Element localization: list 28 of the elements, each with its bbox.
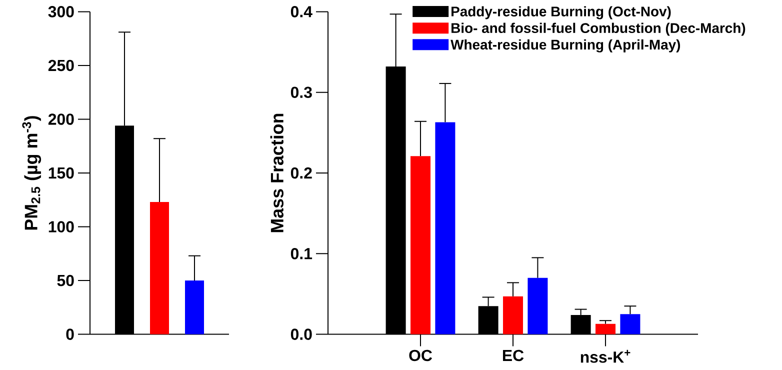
y-tick-label: 0.4 — [290, 6, 312, 18]
x-tick-label: OC — [409, 350, 432, 362]
bar — [528, 278, 548, 334]
legend-label: Wheat-residue Burning (April-May) — [450, 39, 680, 52]
bar — [620, 314, 640, 334]
y-tick-label: 150 — [48, 167, 74, 179]
bar — [410, 156, 431, 334]
y-tick-label: 250 — [48, 60, 74, 72]
y-tick-label: 0.1 — [290, 248, 312, 260]
y-tick-label: 300 — [48, 6, 74, 18]
x-tick-label: EC — [502, 350, 524, 362]
y-tick-label: 0.0 — [290, 328, 312, 340]
legend-label: Bio- and fossil-fuel Combustion (Dec-March) — [452, 22, 746, 36]
y-axis-title: PM$_{2.5}$ (µg m$^{-3}$) — [22, 116, 42, 230]
y-tick-label: 200 — [48, 114, 74, 125]
y-tick-label: 50 — [57, 274, 74, 286]
y-tick-label: 0.3 — [290, 86, 312, 98]
bar — [435, 122, 456, 334]
bar — [150, 202, 169, 334]
y-tick-label: 100 — [48, 221, 74, 232]
bar — [503, 296, 524, 334]
y-axis-title: Mass Fraction — [270, 114, 284, 232]
legend-label: Paddy-residue Burning (Oct-Nov) — [452, 6, 671, 20]
x-tick-label: nss-K$^{+}$ — [580, 350, 630, 363]
y-tick-label: 0.2 — [290, 167, 312, 179]
bar — [596, 324, 616, 334]
y-tick-label: 0 — [66, 328, 74, 340]
bar — [185, 280, 204, 334]
